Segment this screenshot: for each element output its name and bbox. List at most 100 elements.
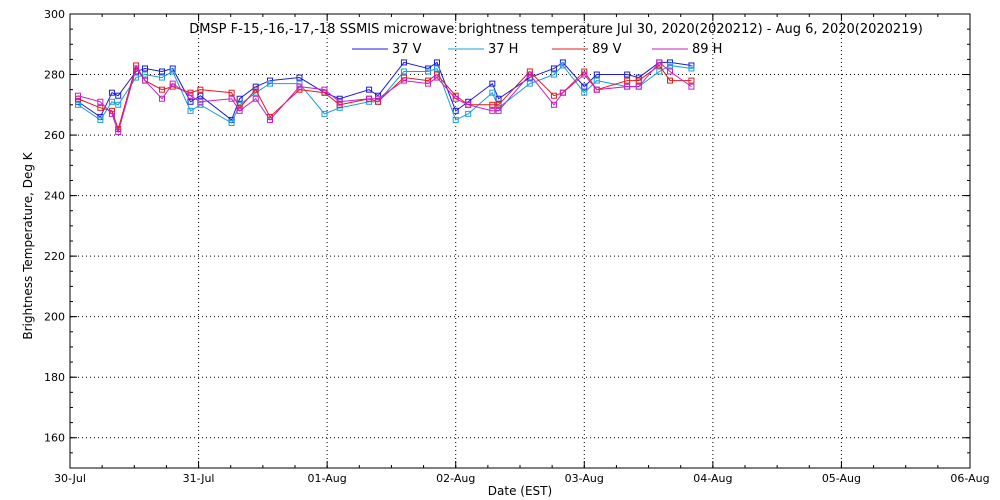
data-point-37v [400, 59, 407, 66]
data-point-89v [495, 101, 502, 108]
data-point-37v [197, 92, 204, 99]
x-axis-label: Date (EST) [488, 484, 552, 498]
data-point-89h [688, 83, 695, 90]
data-point-37v [688, 62, 695, 69]
series-layer [75, 59, 695, 136]
data-point-37h [433, 65, 440, 72]
data-point-37h [228, 119, 235, 126]
data-point-89h [108, 110, 115, 117]
data-point-89v [400, 74, 407, 81]
data-point-89v [667, 77, 673, 84]
data-point-37h [465, 110, 472, 117]
y-tick-label: 180 [44, 371, 65, 384]
data-point-89v [635, 77, 642, 84]
data-point-89h [495, 107, 502, 114]
data-point-89v [336, 101, 343, 108]
data-point-37h [158, 74, 165, 81]
x-tick-label: 30-Jul [54, 472, 86, 485]
data-point-37h [489, 89, 496, 96]
data-point-37v [581, 83, 588, 90]
data-point-89v [489, 101, 496, 108]
data-point-37v [433, 59, 440, 66]
data-point-37v [452, 107, 459, 114]
data-point-37v [158, 68, 165, 75]
data-point-37h [75, 101, 82, 108]
y-tick-label: 220 [44, 250, 65, 263]
data-point-89h [97, 98, 104, 105]
data-point-37h [667, 62, 673, 69]
data-point-89h [526, 71, 533, 78]
x-tick-label: 03-Aug [565, 472, 604, 485]
data-point-89v [624, 77, 631, 84]
data-point-89h [635, 83, 642, 90]
legend-label-37v: 37 V [392, 42, 422, 57]
data-point-89v [688, 77, 695, 84]
data-point-37h [336, 104, 343, 111]
data-point-89h [433, 74, 440, 81]
data-point-37v [296, 74, 303, 81]
data-point-37h [267, 80, 273, 87]
data-point-89h [158, 95, 165, 102]
series-89h [75, 59, 695, 136]
data-point-37h [296, 80, 303, 87]
data-point-89h [228, 95, 235, 102]
x-tick-label: 04-Aug [693, 472, 732, 485]
data-point-37h [197, 101, 204, 108]
data-point-89v [252, 86, 259, 93]
data-point-37h [452, 116, 459, 123]
data-point-37h [169, 68, 176, 75]
data-point-37v [267, 77, 273, 84]
data-point-37v [236, 95, 243, 102]
legend-label-37h: 37 H [488, 42, 518, 57]
data-point-89h [593, 86, 600, 93]
y-axis-label: Brightness Temperature, Deg K [21, 151, 35, 339]
data-point-89v [75, 95, 82, 102]
data-point-37v [550, 65, 557, 72]
data-point-37h [593, 77, 600, 84]
data-point-37h [581, 89, 588, 96]
data-point-89v [197, 86, 204, 93]
data-point-89h [169, 80, 176, 87]
y-tick-label: 280 [44, 69, 65, 82]
data-point-37v [489, 80, 496, 87]
data-point-89h [75, 92, 82, 99]
data-point-37v [187, 98, 194, 105]
y-tick-label: 160 [44, 432, 65, 445]
data-point-89h [197, 98, 204, 105]
y-tick-label: 260 [44, 129, 65, 142]
data-point-89h [465, 101, 472, 108]
data-point-89h [400, 77, 407, 84]
x-tick-label: 02-Aug [436, 472, 475, 485]
legend: 37 V 37 H 89 V 89 H [352, 42, 722, 57]
data-point-89h [667, 68, 673, 75]
data-point-89h [296, 83, 303, 90]
data-point-37h [115, 101, 122, 108]
data-point-89h [559, 89, 566, 96]
data-point-37h [142, 71, 148, 78]
data-point-89v [158, 86, 165, 93]
data-point-37h [97, 116, 104, 123]
data-point-37v [115, 92, 122, 99]
data-point-37h [526, 80, 533, 87]
data-point-89v [375, 98, 382, 105]
data-point-89h [321, 86, 328, 93]
data-point-89h [366, 95, 373, 102]
data-point-37h [187, 107, 194, 114]
data-point-37v [667, 59, 673, 66]
data-point-89h [624, 83, 631, 90]
data-point-37v [108, 89, 115, 96]
data-point-37h [108, 98, 115, 105]
x-tick-label: 06-Aug [950, 472, 989, 485]
data-point-89h [375, 95, 382, 102]
data-point-37h [400, 68, 407, 75]
data-point-89h [656, 59, 663, 66]
data-point-37v [624, 71, 631, 78]
data-point-89v [97, 104, 104, 111]
data-point-89h [550, 101, 557, 108]
x-tick-label: 01-Aug [308, 472, 347, 485]
series-89v [75, 62, 695, 133]
data-point-89h [336, 98, 343, 105]
data-point-89h [267, 116, 273, 123]
plot-frame [69, 13, 971, 469]
